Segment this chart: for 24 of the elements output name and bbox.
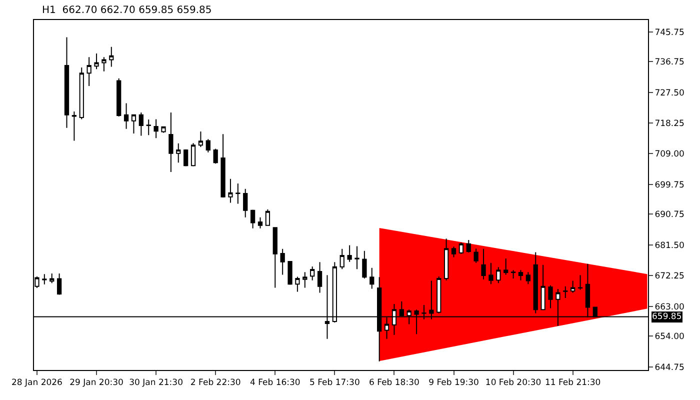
y-tick-label: 644.75	[654, 362, 684, 373]
y-tick-label: 663.00	[654, 302, 684, 312]
x-tick-label: 29 Jan 20:30	[70, 378, 124, 388]
y-tick-label: 745.75	[654, 28, 684, 38]
x-tick-label: 2 Feb 22:30	[190, 378, 241, 388]
y-tick-label: 654.00	[654, 332, 684, 342]
x-tick-label: 11 Feb 21:30	[544, 378, 601, 388]
y-tick-label: 699.75	[654, 180, 684, 190]
y-tick-label: 690.75	[654, 210, 684, 220]
x-tick-label: 30 Jan 21:30	[129, 378, 183, 388]
x-tick-label: 28 Jan 2026	[11, 378, 62, 388]
y-tick-label: 709.00	[654, 150, 684, 160]
y-tick-label: 718.25	[654, 118, 684, 129]
y-tick-label: 672.25	[654, 272, 684, 282]
x-tick-label: 10 Feb 20:30	[485, 378, 542, 388]
x-tick-label: 9 Feb 19:30	[428, 378, 479, 388]
x-tick-label: 4 Feb 16:30	[250, 378, 300, 388]
y-tick-label: 736.75	[654, 58, 684, 68]
y-tick-label: 681.50	[654, 240, 684, 251]
chart-title: H1 662.70 662.70 659.85 659.85	[42, 5, 212, 16]
x-tick-label: 6 Feb 18:30	[369, 378, 420, 388]
x-tick-label: 5 Feb 17:30	[309, 378, 360, 388]
y-tick-label: 727.50	[654, 88, 684, 98]
ref-line-label: 659.85	[652, 312, 682, 322]
